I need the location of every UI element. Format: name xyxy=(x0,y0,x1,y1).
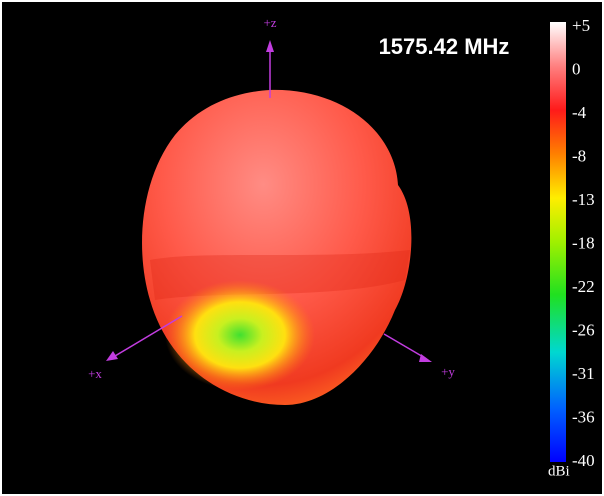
frequency-label: 1575.42 MHz xyxy=(379,34,510,59)
x-label: +x xyxy=(88,366,102,381)
colorbar xyxy=(550,22,566,462)
z-label: +z xyxy=(263,15,276,30)
colorbar-tick-label: -22 xyxy=(572,277,595,296)
y-arrow xyxy=(419,354,432,362)
z-arrow xyxy=(266,40,274,52)
colorbar-tick-label: -18 xyxy=(572,233,595,252)
y-label: +y xyxy=(441,364,455,379)
colorbar-tick-label: -36 xyxy=(572,407,595,426)
x-axis xyxy=(114,315,183,357)
colorbar-unit: dBi xyxy=(548,463,570,479)
x-arrow xyxy=(106,351,118,361)
colorbar-tick-label: -4 xyxy=(572,103,587,122)
colorbar-tick-label: 0 xyxy=(572,59,581,78)
colorbar-tick-label: -8 xyxy=(572,146,586,165)
colorbar-tick-label: -26 xyxy=(572,320,595,339)
colorbar-tick-label: -40 xyxy=(572,451,595,470)
colorbar-tick-label: -31 xyxy=(572,364,595,383)
low-gain-region xyxy=(165,280,315,390)
y-axis xyxy=(383,333,426,359)
colorbar-tick-label: +5 xyxy=(572,16,590,35)
colorbar-tick-label: -13 xyxy=(572,190,595,209)
